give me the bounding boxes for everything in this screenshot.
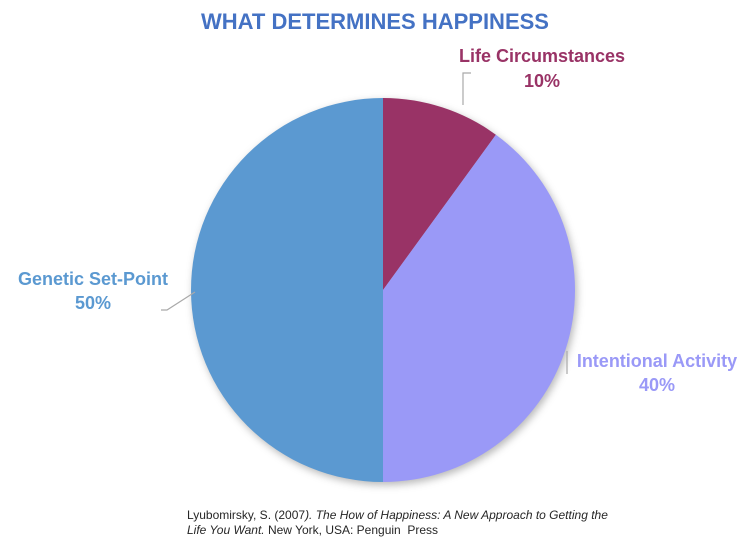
citation-line2-italic: Life You Want. xyxy=(187,523,265,537)
citation-line2-regular: New York, USA: Penguin Press xyxy=(264,523,439,537)
citation-line1-italic: ). The How of Happiness: A New Approach … xyxy=(305,508,608,522)
label-intentional-activity: Intentional Activity 40% xyxy=(547,349,750,397)
pie-slice-genetic-set-point[interactable] xyxy=(191,98,383,482)
label-intentional-activity-pct: 40% xyxy=(638,375,676,395)
pie-slice-intentional-activity[interactable] xyxy=(383,134,576,482)
citation-line1-regular: Lyubomirsky, S. (2007 xyxy=(187,508,306,522)
label-life-circumstances: Life Circumstances 10% xyxy=(432,44,652,94)
label-genetic-set-point: Genetic Set-Point 50% xyxy=(0,267,203,315)
label-life-circumstances-pct: 10% xyxy=(523,71,561,91)
citation: Lyubomirsky, S. (2007). The How of Happi… xyxy=(187,508,657,538)
leader-line-genetic-set-point xyxy=(161,291,196,311)
pie-slices xyxy=(191,98,576,482)
label-genetic-set-point-name: Genetic Set-Point xyxy=(17,269,169,289)
label-intentional-activity-name: Intentional Activity xyxy=(576,351,738,371)
chart-title: WHAT DETERMINES HAPPINESS xyxy=(201,9,549,34)
label-life-circumstances-name: Life Circumstances xyxy=(458,46,626,66)
leader-line-life-circumstances xyxy=(462,72,471,105)
label-genetic-set-point-pct: 50% xyxy=(74,293,112,313)
pie-slice-life-circumstances[interactable] xyxy=(383,98,496,290)
